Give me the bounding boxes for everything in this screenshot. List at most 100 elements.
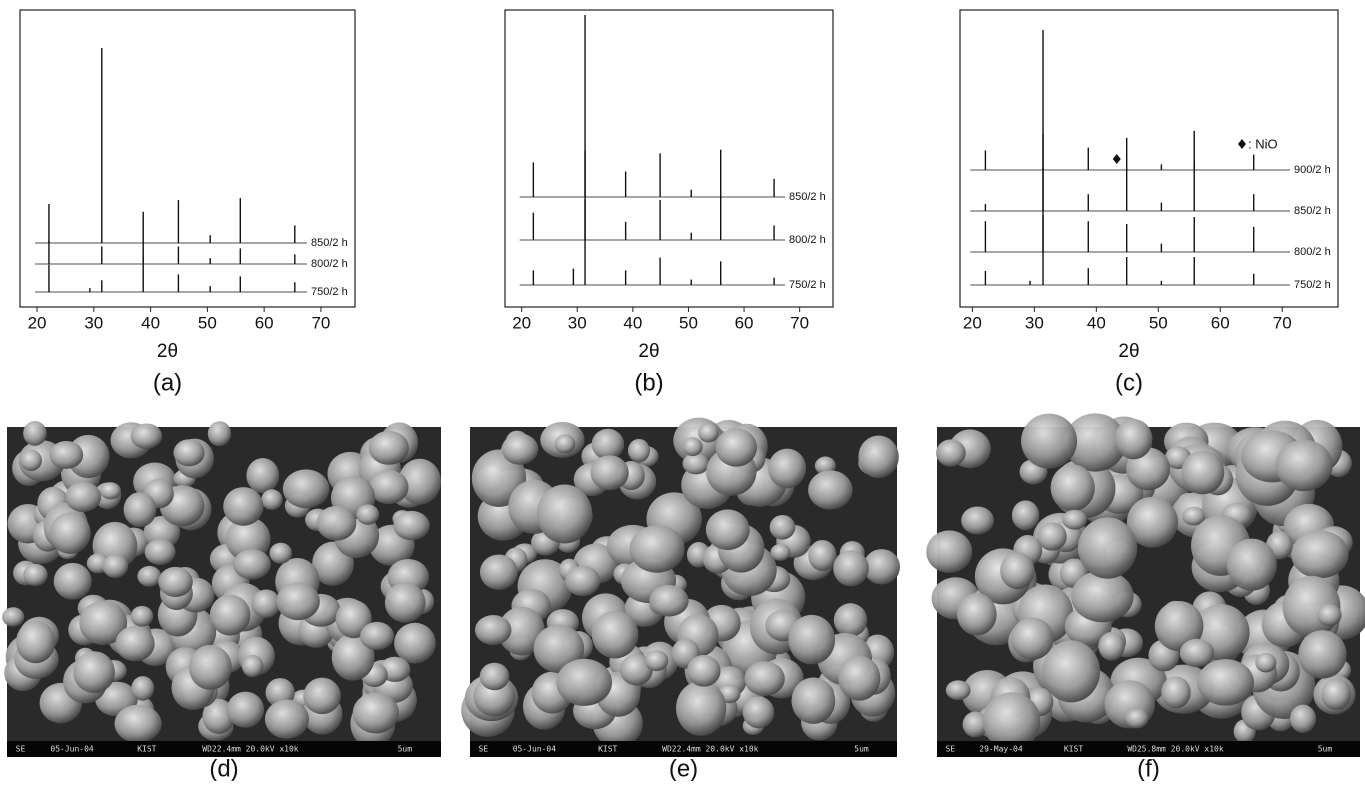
- particle: [630, 525, 685, 572]
- particle: [2, 607, 24, 626]
- particle: [265, 699, 309, 738]
- info-text: SE: [479, 745, 489, 754]
- particle: [1290, 705, 1316, 733]
- particle: [131, 606, 153, 627]
- series-label: 900/2 h: [1294, 164, 1331, 176]
- particle: [242, 655, 263, 677]
- x-tick-label: 30: [1025, 313, 1044, 332]
- particle: [16, 621, 55, 664]
- particle: [770, 515, 796, 540]
- series-label: 750/2 h: [311, 286, 348, 298]
- particle: [356, 504, 379, 524]
- x-axis-label: 2θ: [638, 341, 659, 362]
- particle: [65, 482, 101, 512]
- x-tick-label: 50: [679, 313, 698, 332]
- particle: [317, 506, 357, 541]
- particle: [23, 421, 47, 446]
- particle: [961, 506, 994, 534]
- particle: [1098, 632, 1124, 661]
- x-tick-label: 70: [790, 313, 809, 332]
- caption: (f): [1137, 755, 1160, 781]
- particle: [676, 681, 726, 736]
- particle: [189, 645, 232, 690]
- particle: [223, 487, 263, 526]
- caption: (b): [634, 369, 663, 396]
- series-label: 850/2 h: [789, 191, 826, 203]
- legend-diamond: [1238, 139, 1246, 149]
- x-tick-label: 50: [198, 313, 217, 332]
- particle: [269, 543, 292, 564]
- particle: [683, 453, 710, 475]
- particle: [385, 582, 426, 622]
- particle: [1321, 678, 1351, 710]
- particle: [480, 554, 518, 589]
- particle: [1317, 604, 1341, 626]
- particle: [1062, 510, 1087, 530]
- x-tick-label: 30: [568, 313, 587, 332]
- series-label: 800/2 h: [1294, 246, 1331, 258]
- x-tick-label: 20: [512, 313, 531, 332]
- page: {"chart_data": [ {"type": "line", "xlabe…: [0, 0, 1365, 786]
- particle: [687, 655, 720, 687]
- plot-frame: [20, 10, 355, 307]
- particle: [649, 585, 688, 616]
- particle: [628, 439, 650, 463]
- particle: [210, 595, 251, 636]
- particle: [834, 603, 867, 637]
- annotation: : NiO: [1248, 136, 1278, 151]
- particle: [1180, 639, 1215, 667]
- particle: [698, 423, 719, 443]
- info-text: KIST: [1064, 745, 1083, 754]
- particle: [1078, 517, 1137, 578]
- info-text: 5um: [854, 745, 869, 754]
- particle: [353, 692, 399, 733]
- x-tick-label: 30: [84, 313, 103, 332]
- x-tick-label: 70: [311, 313, 330, 332]
- particle: [1012, 500, 1039, 530]
- particle: [744, 661, 784, 696]
- particle: [1051, 464, 1095, 511]
- particle: [592, 429, 625, 460]
- info-text: 5um: [398, 745, 413, 754]
- caption: (d): [209, 755, 238, 781]
- particle: [1115, 419, 1153, 459]
- particle: [926, 530, 972, 573]
- particle: [50, 512, 91, 554]
- x-tick-label: 50: [1149, 313, 1168, 332]
- particle: [1181, 450, 1224, 494]
- particle: [537, 485, 592, 544]
- particle: [261, 489, 282, 510]
- particle: [158, 567, 192, 597]
- series-label: 750/2 h: [1294, 279, 1331, 291]
- info-text: SE: [945, 745, 955, 754]
- particle: [360, 622, 394, 650]
- particle: [115, 626, 154, 661]
- figure: 2030405060702θ(a)850/2 h800/2 h750/2 h20…: [0, 0, 1365, 781]
- particle: [565, 566, 600, 596]
- particle: [957, 593, 997, 635]
- particle: [946, 680, 971, 700]
- x-tick-label: 20: [963, 313, 982, 332]
- x-tick-label: 40: [623, 313, 642, 332]
- particle: [124, 492, 157, 527]
- particle: [54, 563, 92, 600]
- particle: [1227, 539, 1277, 591]
- particle: [808, 540, 836, 571]
- series-label: 800/2 h: [789, 234, 826, 246]
- particle: [73, 651, 115, 693]
- info-text: KIST: [137, 745, 156, 754]
- particle: [1125, 708, 1148, 728]
- particle: [1275, 440, 1332, 491]
- x-tick-label: 60: [255, 313, 274, 332]
- particle: [555, 434, 575, 453]
- x-axis-label: 2θ: [157, 341, 178, 362]
- x-tick-label: 60: [735, 313, 754, 332]
- info-text: WD22.4mm 20.0kV x10k: [662, 745, 759, 754]
- particle: [591, 455, 629, 490]
- info-text: 29-May-04: [979, 745, 1023, 754]
- info-text: WD25.8mm 20.0kV x10k: [1127, 745, 1224, 754]
- info-text: 05-Jun-04: [513, 745, 557, 754]
